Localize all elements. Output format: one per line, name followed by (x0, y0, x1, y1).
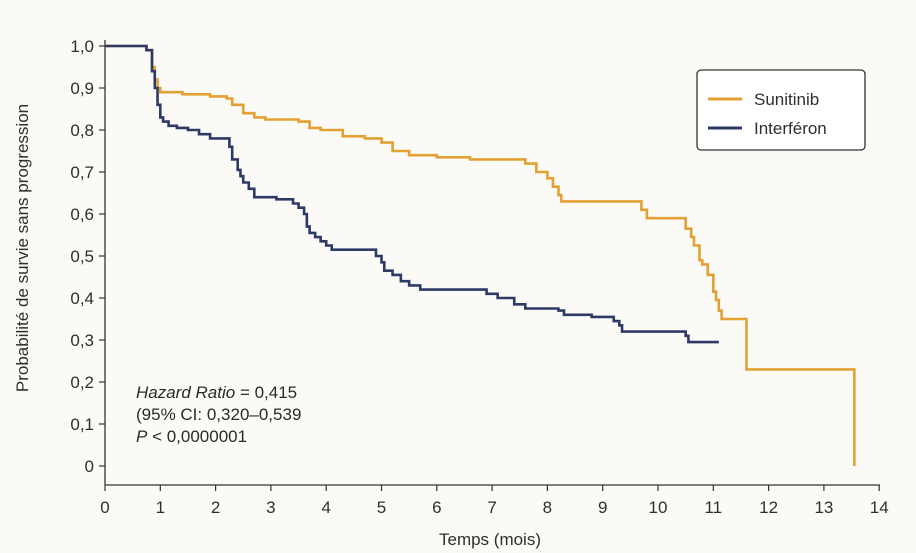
x-tick-label: 13 (814, 498, 833, 517)
y-tick-label: 0,4 (70, 289, 94, 308)
legend-label-interferon: Interféron (754, 119, 827, 138)
series-lines (105, 44, 856, 466)
statistics-annotation: Hazard Ratio = 0,415 (95% CI: 0,320–0,53… (136, 383, 301, 446)
y-tick-label: 0,1 (70, 415, 94, 434)
y-tick-label: 0,5 (70, 247, 94, 266)
x-tick-label: 3 (266, 498, 275, 517)
x-tick-label: 5 (377, 498, 386, 517)
p-value-text: P < 0,0000001 (136, 427, 247, 446)
x-tick-label: 12 (759, 498, 778, 517)
y-tick-label: 0,3 (70, 331, 94, 350)
legend-box (696, 69, 866, 151)
x-tick-label: 4 (321, 498, 330, 517)
y-tick-label: 0,9 (70, 79, 94, 98)
confidence-interval-text: (95% CI: 0,320–0,539 (136, 405, 301, 424)
x-tick-label: 2 (211, 498, 220, 517)
legend-label-sunitinib: Sunitinib (754, 90, 819, 109)
y-axis-label: Probabilité de survie sans progression (13, 104, 32, 392)
series-line-interferon (105, 44, 719, 344)
x-tick-label: 9 (598, 498, 607, 517)
tick-labels: 00,10,20,30,40,50,60,70,80,91,00 1 2 3 4 5 6 7 8… (70, 37, 888, 517)
y-tick-label: 0,8 (70, 121, 94, 140)
y-tick-label: 0,2 (70, 373, 94, 392)
y-tick-label: 0,6 (70, 205, 94, 224)
x-tick-label: 11 (704, 498, 722, 517)
y-tick-label: 0 (85, 457, 94, 476)
legend: Sunitinib Interféron (696, 69, 866, 151)
x-tick-label: 8 (543, 498, 552, 517)
y-tick-label: 0,7 (70, 163, 94, 182)
x-tick-label: 10 (649, 498, 668, 517)
x-tick-label: 0 (100, 498, 109, 517)
hazard-ratio-text: Hazard Ratio = 0,415 (136, 383, 297, 402)
y-tick-label: 1,0 (70, 37, 94, 56)
x-tick-label: 1 (156, 498, 165, 517)
axes (99, 40, 880, 491)
series-line-sunitinib (105, 44, 856, 466)
x-tick-label: 6 (432, 498, 441, 517)
x-tick-label: 14 (870, 498, 889, 517)
x-axis-label: Temps (mois) (439, 530, 541, 549)
x-tick-label: 7 (487, 498, 496, 517)
